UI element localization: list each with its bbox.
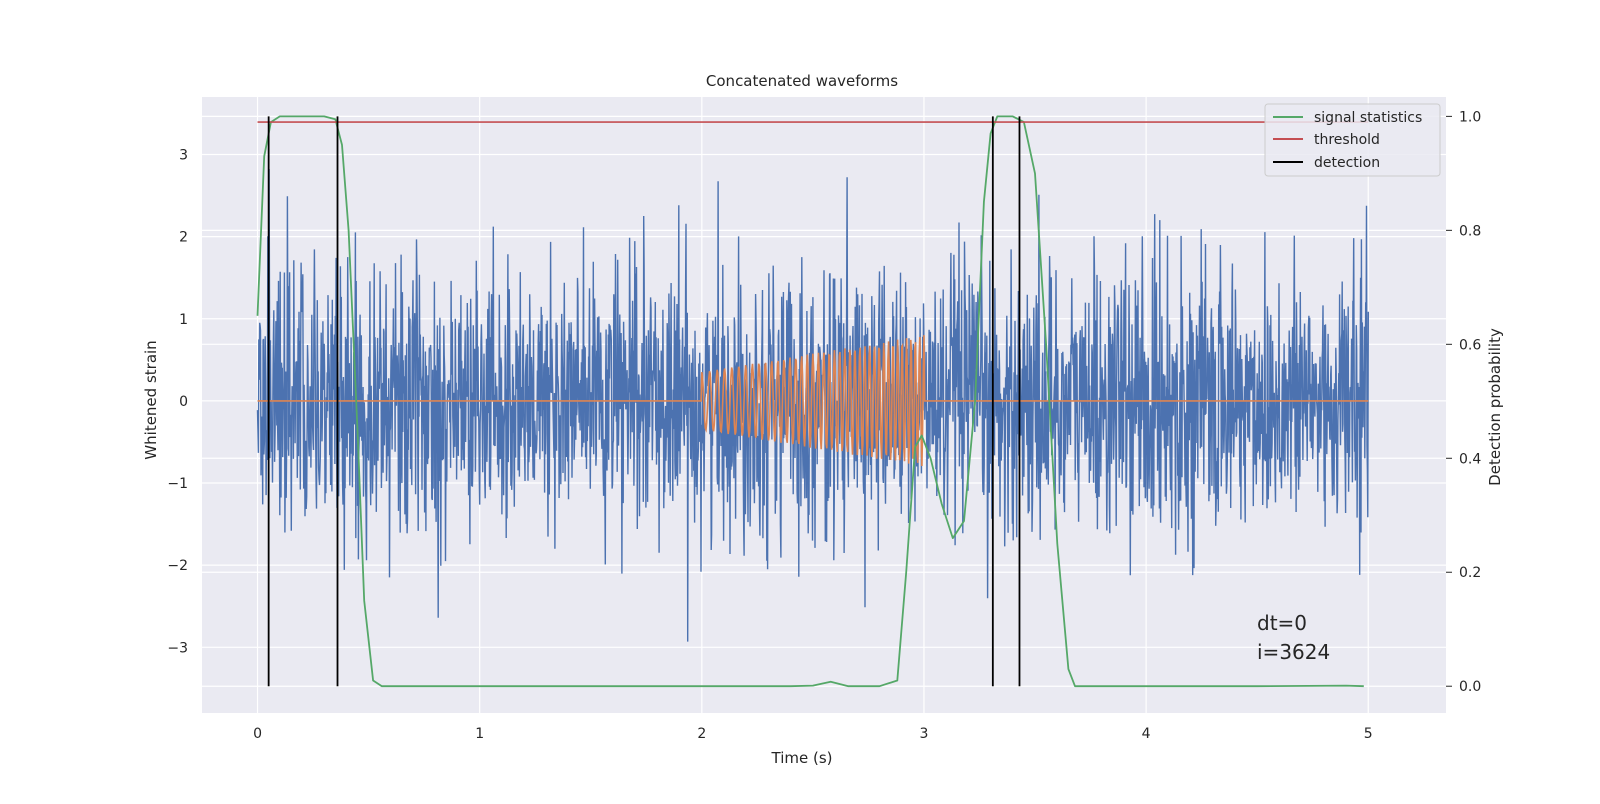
- y-tick-label: 3: [179, 147, 188, 163]
- series-line-strain-noise: [256, 168, 1369, 642]
- x-tick-label: 2: [697, 726, 706, 742]
- y2-tick-label: 0.6: [1459, 337, 1481, 353]
- y2-tick-label: 0.2: [1459, 565, 1481, 581]
- y2-tick-label: 0.4: [1459, 451, 1481, 467]
- legend-label-threshold: threshold: [1314, 132, 1380, 148]
- series-line-signal-statistics: [256, 115, 1364, 688]
- y-tick-label: −2: [167, 558, 188, 574]
- y-tick-label: −1: [167, 476, 188, 492]
- x-tick-label: 0: [253, 726, 262, 742]
- legend-box: [1264, 103, 1441, 177]
- x-tick-label: 3: [920, 726, 929, 742]
- legend-label-detection: detection: [1314, 155, 1380, 171]
- x-tick-label: 1: [475, 726, 484, 742]
- y-tick-label: 2: [179, 230, 188, 246]
- y2-tick-label: 1.0: [1459, 109, 1481, 125]
- annotation-dt: dt=0: [1257, 611, 1307, 635]
- chart-title: Concatenated waveforms: [706, 72, 898, 90]
- y2-axis-label: Detection probability: [1486, 328, 1504, 486]
- series-group: [256, 115, 1369, 688]
- x-tick-label: 4: [1142, 726, 1151, 742]
- y2-tick-label: 0.0: [1459, 679, 1481, 695]
- y-tick-label: 1: [179, 312, 188, 328]
- axis-ticks: 0 1 2 3 4 5 3 2 1 0 −1 −2 −3 1.0 0.8 0.6 0.4 0.2 0.0: [167, 109, 1481, 742]
- y2-tick-label: 0.8: [1459, 223, 1481, 239]
- x-axis-label: Time (s): [771, 749, 833, 767]
- y-tick-label: −3: [167, 640, 188, 656]
- y-axis-label: Whitened strain: [142, 340, 160, 459]
- x-tick-label: 5: [1364, 726, 1373, 742]
- annotation-index: i=3624: [1257, 640, 1330, 664]
- series-line-injected-waveform: [257, 335, 1369, 467]
- legend: signal statistics threshold detection: [1264, 103, 1441, 177]
- y-tick-label: 0: [179, 394, 188, 410]
- legend-label-signal-statistics: signal statistics: [1314, 110, 1422, 126]
